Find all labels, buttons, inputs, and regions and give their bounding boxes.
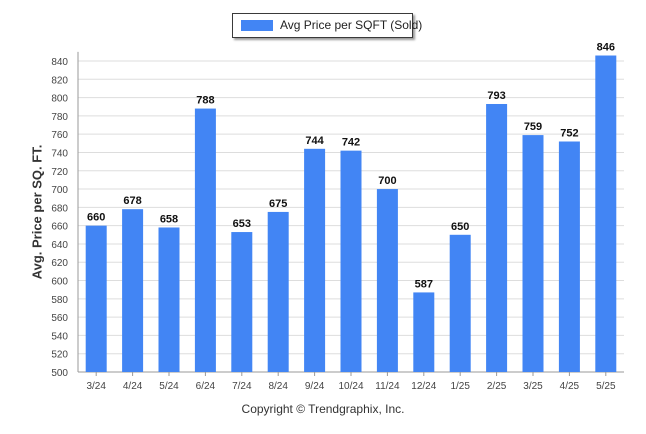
data-label: 846 xyxy=(597,42,615,54)
data-label: 744 xyxy=(305,135,324,147)
y-tick-label: 720 xyxy=(51,167,68,178)
y-tick-label: 700 xyxy=(51,185,68,196)
bar xyxy=(304,148,326,372)
bar xyxy=(231,232,253,372)
legend-label: Avg Price per SQFT (Sold) xyxy=(280,18,423,32)
bar xyxy=(85,225,107,372)
x-tick-label: 3/24 xyxy=(86,381,106,392)
x-tick-label: 4/25 xyxy=(560,381,580,392)
x-tick-label: 9/24 xyxy=(305,381,325,392)
y-tick-label: 800 xyxy=(51,94,68,105)
y-tick-label: 580 xyxy=(51,295,68,306)
bar xyxy=(122,209,144,372)
x-tick-label: 10/24 xyxy=(338,381,363,392)
y-tick-label: 740 xyxy=(51,148,68,159)
bar xyxy=(194,108,216,373)
legend-swatch xyxy=(241,20,273,31)
bar xyxy=(267,211,289,372)
y-tick-label: 560 xyxy=(51,313,68,324)
x-tick-label: 11/24 xyxy=(375,381,400,392)
bar xyxy=(595,55,617,372)
y-tick-label: 780 xyxy=(51,112,68,123)
data-label: 752 xyxy=(560,127,578,139)
data-label: 658 xyxy=(160,213,178,225)
data-label: 788 xyxy=(196,95,214,107)
data-label: 742 xyxy=(342,137,360,149)
data-label: 653 xyxy=(233,218,251,230)
bar xyxy=(158,227,180,372)
x-tick-label: 4/24 xyxy=(123,381,143,392)
y-tick-label: 840 xyxy=(51,57,68,68)
x-tick-label: 8/24 xyxy=(268,381,288,392)
chart-legend: Avg Price per SQFT (Sold) xyxy=(232,13,422,38)
y-tick-label: 620 xyxy=(51,258,68,269)
data-label: 675 xyxy=(269,198,287,210)
x-tick-label: 7/24 xyxy=(232,381,252,392)
bar xyxy=(558,141,580,372)
x-tick-label: 1/25 xyxy=(450,381,470,392)
y-tick-label: 540 xyxy=(51,331,68,342)
data-label: 660 xyxy=(87,212,105,224)
copyright-footer: Copyright © Trendgraphix, Inc. xyxy=(241,402,405,416)
x-tick-label: 2/25 xyxy=(487,381,507,392)
data-label: 678 xyxy=(123,195,141,207)
data-label: 650 xyxy=(451,221,469,233)
x-tick-label: 12/24 xyxy=(411,381,436,392)
y-tick-label: 640 xyxy=(51,240,68,251)
y-tick-label: 660 xyxy=(51,222,68,233)
y-tick-label: 820 xyxy=(51,75,68,86)
bar xyxy=(449,234,471,372)
x-tick-label: 3/25 xyxy=(523,381,543,392)
y-tick-label: 600 xyxy=(51,277,68,288)
bar xyxy=(376,189,398,372)
y-axis-label: Avg. Price per SQ. FT. xyxy=(29,144,45,280)
bar xyxy=(522,135,544,372)
x-tick-label: 6/24 xyxy=(196,381,216,392)
data-label: 793 xyxy=(487,90,505,102)
x-tick-label: 5/25 xyxy=(596,381,616,392)
data-label: 759 xyxy=(524,121,542,133)
y-tick-label: 520 xyxy=(51,350,68,361)
y-tick-label: 680 xyxy=(51,203,68,214)
x-tick-label: 5/24 xyxy=(159,381,179,392)
bar xyxy=(413,292,435,372)
y-tick-label: 500 xyxy=(51,368,68,379)
bar xyxy=(340,150,362,372)
bar xyxy=(486,103,508,372)
data-label: 700 xyxy=(378,175,396,187)
y-tick-label: 760 xyxy=(51,130,68,141)
data-label: 587 xyxy=(415,278,433,290)
